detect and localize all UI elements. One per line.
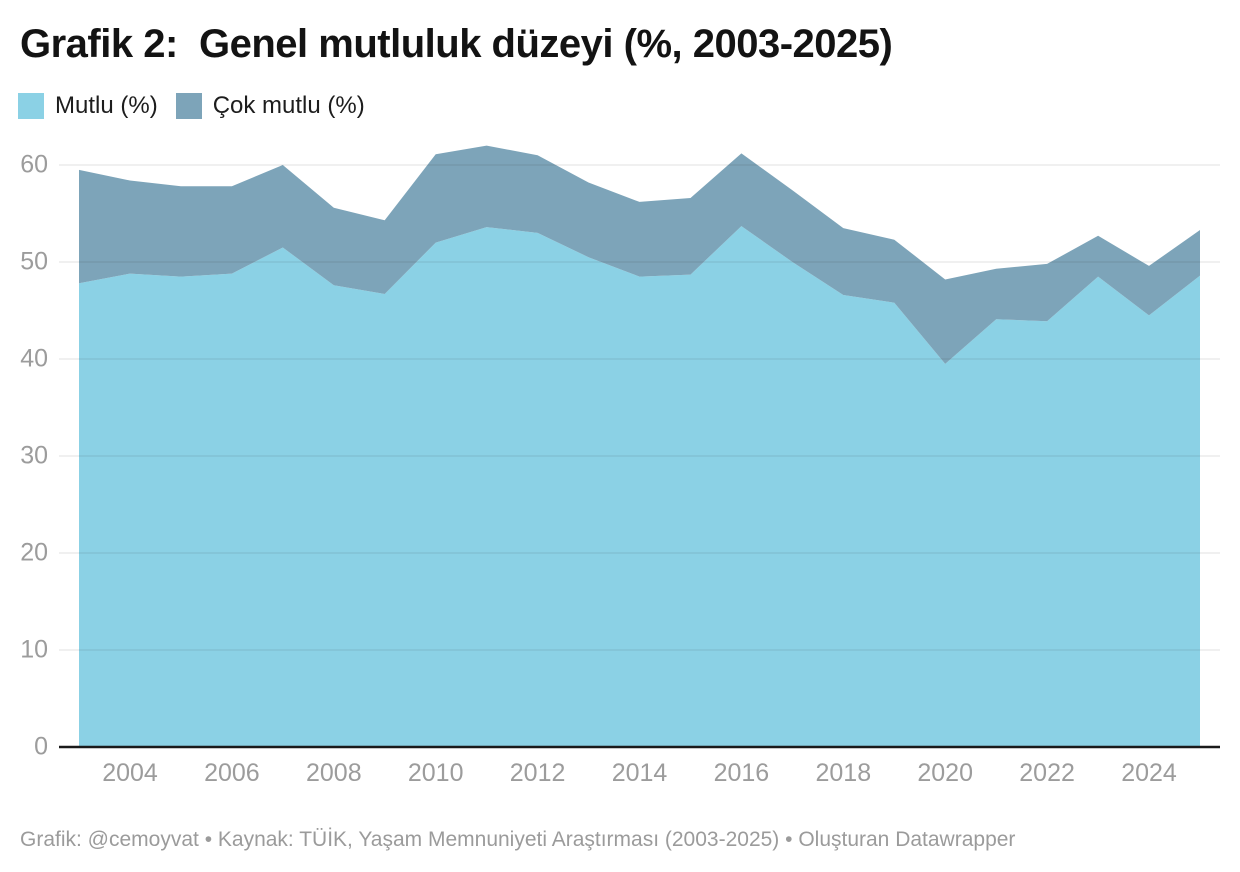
x-tick-label-2024: 2024 — [1121, 759, 1177, 787]
y-tick-label-0: 0 — [34, 732, 48, 761]
y-tick-label-20: 20 — [20, 538, 48, 567]
legend-label-cok-mutlu: Çok mutlu (%) — [212, 92, 365, 119]
y-tick-label-40: 40 — [20, 344, 48, 373]
area-mutlu[interactable] — [79, 226, 1200, 748]
y-tick-label-50: 50 — [20, 247, 48, 276]
x-tick-label-2016: 2016 — [713, 759, 770, 787]
x-tick-label-2006: 2006 — [204, 759, 260, 787]
x-tick-label-2012: 2012 — [509, 759, 566, 787]
x-tick-label-2008: 2008 — [305, 759, 362, 787]
horizontal-gridlines — [59, 164, 1220, 651]
x-tick-label-2022: 2022 — [1019, 759, 1075, 787]
x-tick-label-2018: 2018 — [815, 759, 872, 787]
legend-item-mutlu: Mutlu (%) — [18, 92, 158, 120]
chart-legend: Mutlu (%) Çok mutlu (%) — [18, 92, 365, 120]
x-tick-label-2010: 2010 — [407, 759, 464, 787]
chart-title: Grafik 2: Genel mutluluk düzeyi (%, 2003… — [20, 22, 893, 66]
area-cok-mutlu[interactable] — [79, 145, 1200, 364]
y-tick-label-30: 30 — [20, 441, 48, 470]
x-tick-label-2014: 2014 — [611, 759, 668, 787]
y-tick-label-10: 10 — [20, 635, 48, 664]
legend-label-mutlu: Mutlu (%) — [55, 92, 158, 119]
legend-swatch-mutlu — [18, 93, 44, 119]
y-tick-label-60: 60 — [20, 150, 48, 179]
x-tick-label-2020: 2020 — [917, 759, 973, 787]
x-tick-label-2004: 2004 — [102, 759, 158, 787]
legend-swatch-cok-mutlu — [175, 93, 202, 119]
legend-item-cok-mutlu: Çok mutlu (%) — [175, 92, 365, 120]
chart-footer: Grafik: @cemoyvat • Kaynak: TÜİK, Yaşam … — [20, 828, 1016, 851]
